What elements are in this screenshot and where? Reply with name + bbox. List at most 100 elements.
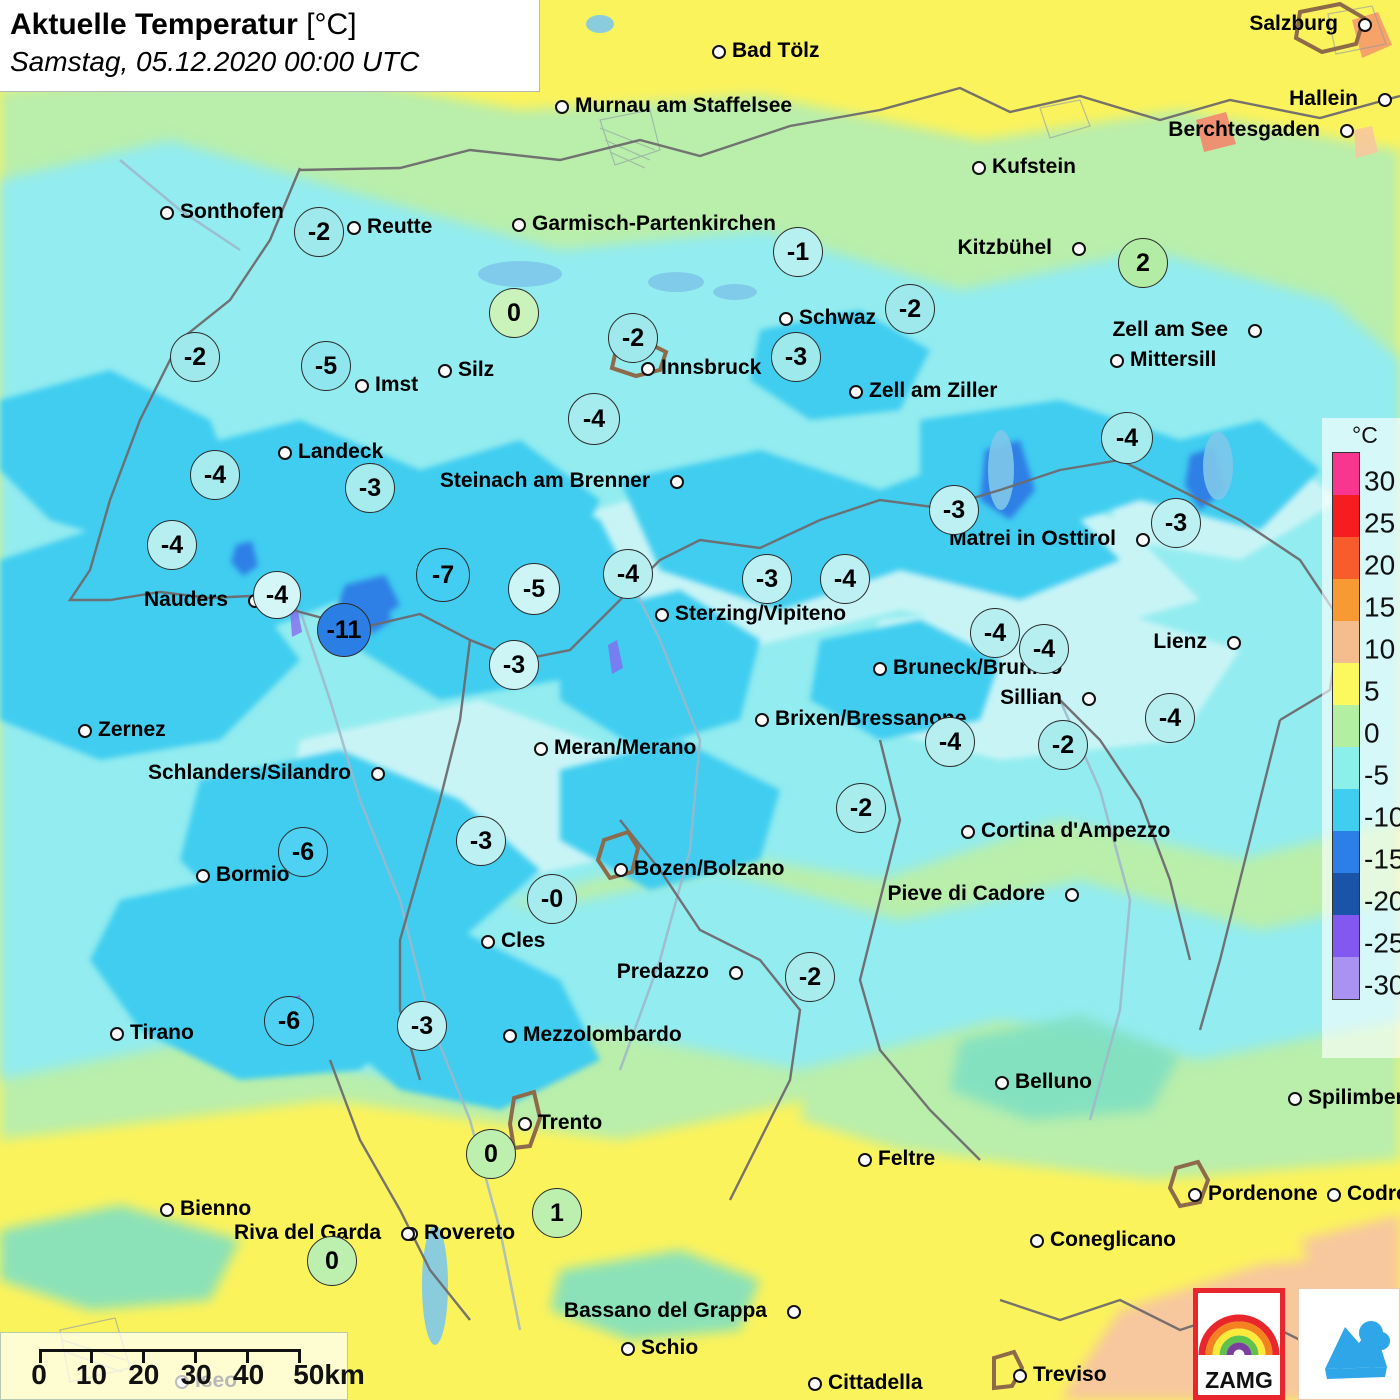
legend-unit-label: °C (1352, 422, 1378, 448)
city-label: Schlanders/Silandro (147, 761, 351, 784)
temperature-marker[interactable]: 0 (307, 1236, 357, 1286)
temperature-marker[interactable]: -6 (264, 996, 314, 1046)
temperature-marker[interactable]: -4 (970, 608, 1020, 658)
city-dot-icon (1378, 93, 1392, 107)
city-label: Cittadella (828, 1371, 923, 1394)
temperature-marker[interactable]: 0 (489, 288, 539, 338)
temperature-marker[interactable]: -4 (190, 450, 240, 500)
city-label: Zell am See (1112, 318, 1228, 341)
city-label: Pieve di Cadore (887, 882, 1045, 905)
legend-tick-5: 5 (1364, 675, 1380, 707)
city-label: Schwaz (799, 306, 877, 329)
temperature-marker[interactable]: -3 (456, 816, 506, 866)
city-dot-icon (779, 312, 793, 326)
city-dot-icon (808, 1377, 822, 1391)
city-label: Silz (458, 358, 495, 381)
city-dot-icon (1110, 354, 1124, 368)
legend-tick-20: 20 (1364, 549, 1396, 581)
temperature-marker[interactable]: -6 (278, 827, 328, 877)
city-label: Spilimbergo (1308, 1086, 1400, 1109)
temperature-marker[interactable]: -5 (508, 563, 560, 615)
temperature-marker[interactable]: -11 (317, 603, 371, 657)
scale-label-2: 20 (128, 1359, 160, 1390)
city-dot-icon (196, 869, 210, 883)
legend-band--20 (1333, 873, 1359, 915)
legend-band-25 (1333, 495, 1359, 537)
legend-band--5 (1333, 747, 1359, 789)
city-dot-icon (1340, 124, 1354, 138)
legend-band--10 (1333, 789, 1359, 831)
city-label: Treviso (1033, 1363, 1107, 1386)
temperature-marker[interactable]: -4 (603, 549, 653, 599)
temperature-marker[interactable]: -3 (929, 485, 979, 535)
city-dot-icon (849, 385, 863, 399)
city-dot-icon (1072, 242, 1086, 256)
scale-label-4: 40 (233, 1359, 265, 1390)
temperature-marker[interactable]: -3 (1151, 498, 1201, 548)
temperature-marker[interactable]: 0 (466, 1129, 516, 1179)
temperature-marker[interactable]: -4 (820, 554, 870, 604)
city-dot-icon (512, 218, 526, 232)
temperature-marker[interactable]: -2 (608, 313, 658, 363)
city-label: Kitzbühel (957, 236, 1053, 259)
temperature-marker[interactable]: -1 (773, 227, 823, 277)
temperature-marker[interactable]: -4 (253, 571, 301, 619)
city-label: Hallein (1289, 87, 1358, 110)
color-legend: °C 30 25 20 15 10 5 0 -5 -10 -15 -20 -25 -30 (1322, 418, 1400, 1058)
temperature-marker[interactable]: -4 (147, 520, 197, 570)
city-dot-icon (518, 1117, 532, 1131)
temperature-marker[interactable]: -2 (836, 783, 886, 833)
temperature-marker[interactable]: -3 (742, 554, 792, 604)
city-dot-icon (534, 742, 548, 756)
legend-color-bar (1332, 452, 1360, 1000)
legend-band--25 (1333, 915, 1359, 957)
temperature-marker[interactable]: -4 (1019, 624, 1069, 674)
temperature-marker[interactable]: -0 (527, 874, 577, 924)
city-label: Imst (375, 373, 419, 396)
city-dot-icon (1188, 1188, 1202, 1202)
temperature-marker[interactable]: -2 (1038, 720, 1088, 770)
temperature-marker[interactable]: -4 (925, 717, 975, 767)
temperature-marker[interactable]: 2 (1118, 238, 1168, 288)
temperature-marker[interactable]: -5 (301, 341, 351, 391)
city-dot-icon (755, 713, 769, 727)
city-label: Zell am Ziller (869, 379, 998, 402)
temperature-marker[interactable]: -7 (416, 548, 470, 602)
legend-band-15 (1333, 579, 1359, 621)
title-unit: [°C] (306, 8, 357, 41)
city-label: Bruneck/Brunico (893, 656, 1063, 679)
city-dot-icon (641, 362, 655, 376)
city-label: Mezzolombardo (523, 1023, 682, 1046)
temperature-marker[interactable]: -3 (489, 640, 539, 690)
temperature-marker[interactable]: -4 (1145, 693, 1195, 743)
city-dot-icon (1136, 533, 1150, 547)
legend-tick-25: 25 (1364, 507, 1396, 539)
city-label: Sterzing/Vipiteno (675, 602, 847, 625)
temperature-marker[interactable]: 1 (532, 1188, 582, 1238)
legend-tick-15: 15 (1364, 591, 1396, 623)
city-label: Tirano (130, 1021, 194, 1044)
city-dot-icon (481, 935, 495, 949)
temperature-marker[interactable]: -3 (771, 332, 821, 382)
temperature-marker[interactable]: -3 (397, 1001, 447, 1051)
city-label: Schio (641, 1336, 699, 1359)
city-label: Feltre (878, 1147, 936, 1170)
city-dot-icon (401, 1227, 415, 1241)
legend-tick-0: 0 (1364, 717, 1380, 749)
city-label: Bienno (180, 1197, 252, 1220)
temperature-marker[interactable]: -3 (345, 463, 395, 513)
city-label: Bozen/Bolzano (634, 857, 785, 880)
title-main: Aktuelle Temperatur (10, 8, 298, 41)
city-label: Garmisch-Partenkirchen (532, 212, 776, 235)
temperature-marker[interactable]: -2 (785, 952, 835, 1002)
temperature-marker[interactable]: -4 (568, 393, 620, 445)
temperature-marker[interactable]: -2 (294, 207, 344, 257)
temperature-marker[interactable]: -2 (885, 284, 935, 334)
city-dot-icon (160, 206, 174, 220)
temperature-marker[interactable]: -2 (170, 332, 220, 382)
temperature-marker[interactable]: -4 (1101, 412, 1153, 464)
city-dot-icon (110, 1027, 124, 1041)
city-label: Reutte (367, 215, 433, 238)
legend-band-30 (1333, 453, 1359, 495)
city-label: Brixen/Bressanone (775, 707, 967, 730)
